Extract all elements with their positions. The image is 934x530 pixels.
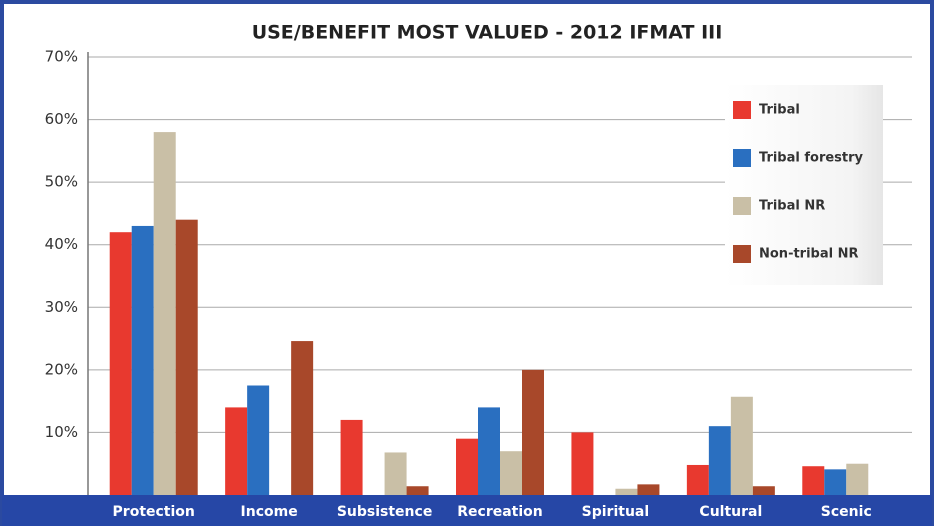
bar: [824, 469, 847, 495]
legend-swatch: [733, 245, 751, 263]
bar: [500, 451, 522, 495]
bar: [456, 438, 478, 495]
legend-swatch: [733, 197, 751, 215]
bar: [153, 132, 176, 496]
legend-label: Tribal NR: [759, 199, 825, 214]
bar: [571, 432, 594, 495]
legend-label: Tribal forestry: [759, 151, 864, 166]
bar: [752, 486, 775, 495]
y-tick-label: 70%: [45, 48, 78, 66]
x-tick-label: Spiritual: [582, 504, 650, 520]
bar: [846, 463, 869, 495]
x-tick-label: Income: [241, 504, 298, 520]
bar: [637, 484, 660, 495]
x-tick-label: Protection: [113, 504, 195, 520]
category-band: [2, 495, 932, 526]
legend-label: Non-tribal NR: [759, 247, 859, 262]
bar: [247, 385, 270, 495]
bar: [131, 225, 154, 495]
x-tick-label: Recreation: [457, 504, 543, 520]
x-tick-label: Scenic: [821, 504, 872, 520]
y-tick-label: 60%: [45, 110, 78, 128]
bar: [615, 488, 638, 495]
x-tick-label: Cultural: [699, 504, 762, 520]
bar: [406, 486, 429, 495]
bar: [478, 407, 500, 495]
y-tick-label: 40%: [45, 235, 78, 253]
y-tick-label: 30%: [45, 298, 78, 316]
bar: [708, 426, 731, 495]
y-tick-label: 50%: [45, 173, 78, 191]
legend-swatch: [733, 101, 751, 119]
legend-box: [725, 85, 883, 285]
bar: [730, 396, 753, 495]
bar: [384, 452, 407, 495]
bar: [175, 219, 198, 495]
bar: [109, 232, 132, 495]
bar: [802, 466, 825, 495]
legend-swatch: [733, 149, 751, 167]
bar: [340, 419, 363, 495]
legend-label: Tribal: [759, 103, 800, 118]
bar: [686, 464, 709, 495]
bar: [291, 341, 314, 495]
bar: [522, 369, 544, 495]
x-tick-label: Subsistence: [337, 504, 432, 520]
y-tick-label: 10%: [45, 423, 78, 441]
y-tick-label: 20%: [45, 360, 78, 378]
bar: [225, 407, 248, 495]
chart-title: USE/BENEFIT MOST VALUED - 2012 IFMAT III: [252, 22, 723, 44]
